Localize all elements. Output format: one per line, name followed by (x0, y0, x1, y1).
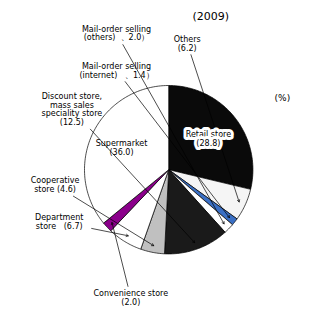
svg-text:(2009): (2009) (193, 10, 230, 23)
svg-text:Departmentstore (6.7): Departmentstore (6.7) (35, 213, 83, 231)
svg-text:Supermarket(36.0): Supermarket(36.0) (96, 139, 148, 157)
svg-text:Cooperativestore (4.6): Cooperativestore (4.6) (31, 176, 80, 194)
svg-text:Mail-order selling(others) 、2: Mail-order selling(others) 、2.0） (82, 25, 151, 43)
svg-text:(%): (%) (275, 93, 291, 103)
svg-text:Retail store(28.8): Retail store(28.8) (186, 130, 231, 148)
svg-text:Mail-order selling(internet): Mail-order selling(internet) 、1.4） (79, 62, 153, 80)
svg-text:Others(6.2): Others(6.2) (174, 35, 201, 53)
svg-text:Convenience store(2.0): Convenience store(2.0) (94, 289, 169, 307)
svg-text:Discount store,mass salesspeci: Discount store,mass salesspeciality stor… (41, 92, 102, 127)
